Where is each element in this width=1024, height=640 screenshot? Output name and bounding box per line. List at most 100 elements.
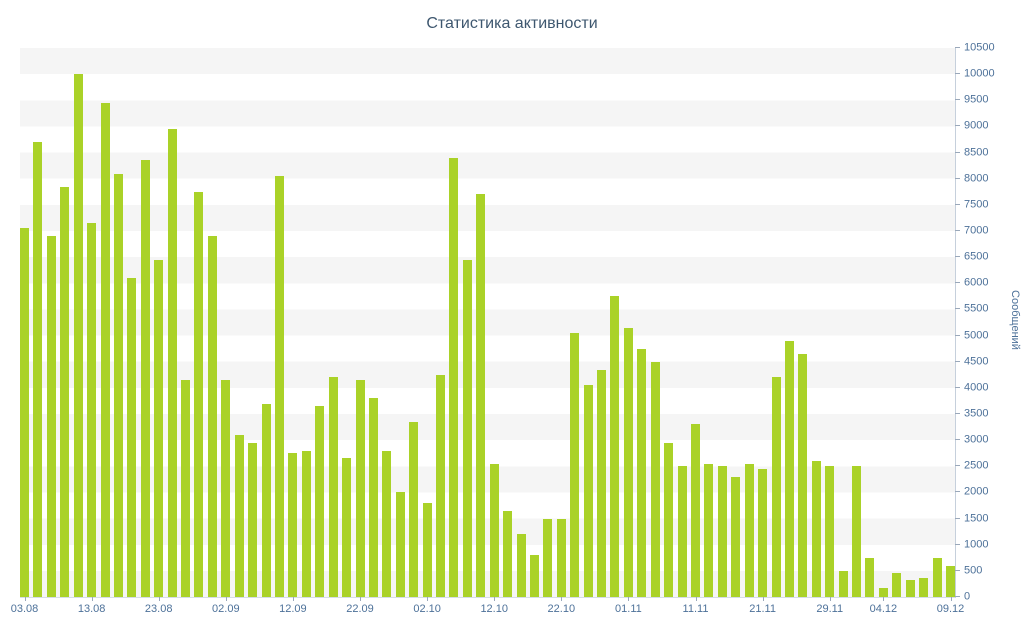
bar[interactable] [704, 463, 714, 597]
y-tick-label: 6500 [964, 250, 989, 263]
bar[interactable] [422, 502, 432, 597]
bar[interactable] [798, 353, 808, 597]
x-tick [24, 597, 26, 601]
bar[interactable] [476, 194, 486, 597]
bar[interactable] [395, 492, 405, 597]
bar[interactable] [932, 557, 942, 597]
bar[interactable] [691, 424, 700, 597]
bar[interactable] [516, 534, 526, 597]
bar[interactable] [946, 565, 955, 597]
bar[interactable] [825, 466, 835, 597]
bar[interactable] [167, 129, 177, 597]
bar[interactable] [261, 403, 271, 597]
bar[interactable] [449, 157, 459, 597]
x-tick [158, 597, 160, 601]
bar[interactable] [301, 450, 311, 597]
x-tick [561, 597, 563, 601]
bar[interactable] [342, 458, 352, 597]
bar[interactable] [315, 406, 325, 597]
bar[interactable] [234, 434, 244, 597]
y-tick-label: 3000 [964, 433, 989, 446]
bar[interactable] [556, 518, 566, 597]
bar[interactable] [207, 236, 217, 597]
y-tick [955, 596, 960, 597]
bar[interactable] [288, 453, 298, 597]
bar[interactable] [221, 380, 231, 597]
bar[interactable] [194, 191, 204, 597]
y-tick [955, 47, 960, 48]
bar[interactable] [865, 557, 875, 597]
bar[interactable] [623, 327, 633, 597]
bar[interactable] [248, 442, 258, 597]
x-tick [494, 597, 496, 601]
y-tick [955, 256, 960, 258]
x-tick-label: 21.11 [749, 603, 776, 615]
y-tick-label: 2500 [964, 459, 989, 472]
bar[interactable] [355, 380, 365, 597]
bar[interactable] [46, 236, 56, 597]
bar[interactable] [878, 587, 888, 597]
bar[interactable] [771, 377, 781, 597]
bar[interactable] [731, 476, 741, 597]
x-tick [360, 597, 361, 601]
bar[interactable] [181, 380, 191, 597]
y-tick-label: 5500 [964, 302, 989, 315]
bar[interactable] [637, 348, 647, 597]
bar[interactable] [583, 385, 593, 597]
x-tick-label: 22.10 [547, 603, 576, 615]
bar[interactable] [784, 340, 794, 597]
bar[interactable] [368, 398, 378, 597]
bar[interactable] [436, 374, 446, 597]
y-tick-label: 2000 [964, 485, 989, 498]
bar[interactable] [489, 463, 499, 597]
bar[interactable] [274, 176, 284, 597]
bar[interactable] [543, 518, 553, 597]
bar[interactable] [892, 573, 902, 597]
bar[interactable] [811, 461, 821, 597]
x-tick-label: 22.09 [346, 603, 374, 615]
bar[interactable] [905, 579, 915, 597]
bar[interactable] [60, 186, 70, 597]
chart-title: Статистика активности [426, 15, 598, 32]
y-tick-label: 4500 [964, 355, 989, 368]
y-tick [955, 360, 960, 362]
bar[interactable] [113, 173, 123, 597]
y-tick-label: 0 [964, 590, 971, 603]
bar[interactable] [838, 570, 848, 597]
bar[interactable] [503, 510, 513, 597]
y-tick-label: 8000 [964, 172, 989, 185]
bar[interactable] [154, 259, 164, 597]
x-tick-label: 12.09 [279, 603, 307, 615]
y-tick [955, 282, 960, 284]
bar[interactable] [20, 228, 29, 597]
bar[interactable] [529, 555, 539, 597]
y-tick [955, 386, 960, 388]
bar[interactable] [717, 466, 727, 597]
bar[interactable] [100, 102, 110, 597]
bar[interactable] [33, 142, 43, 597]
bar[interactable] [87, 223, 97, 597]
bar[interactable] [610, 296, 620, 597]
bar[interactable] [328, 377, 338, 597]
bar[interactable] [462, 259, 472, 597]
bar[interactable] [127, 278, 137, 597]
bar[interactable] [409, 421, 419, 597]
bar[interactable] [382, 450, 392, 597]
bar[interactable] [852, 466, 862, 597]
x-tick-label: 11.11 [682, 603, 709, 615]
y-tick [955, 308, 960, 310]
bar[interactable] [919, 578, 929, 597]
bar[interactable] [140, 160, 150, 597]
bar[interactable] [677, 466, 687, 597]
bar[interactable] [73, 74, 83, 597]
bar[interactable] [758, 468, 768, 597]
bar[interactable] [744, 463, 754, 597]
bar[interactable] [650, 361, 660, 597]
bar[interactable] [664, 442, 674, 597]
y-tick [955, 99, 960, 101]
bar[interactable] [597, 369, 607, 597]
x-tick-label: 09.12 [936, 603, 965, 615]
y-tick-label: 1500 [964, 512, 989, 525]
bar[interactable] [570, 332, 580, 597]
